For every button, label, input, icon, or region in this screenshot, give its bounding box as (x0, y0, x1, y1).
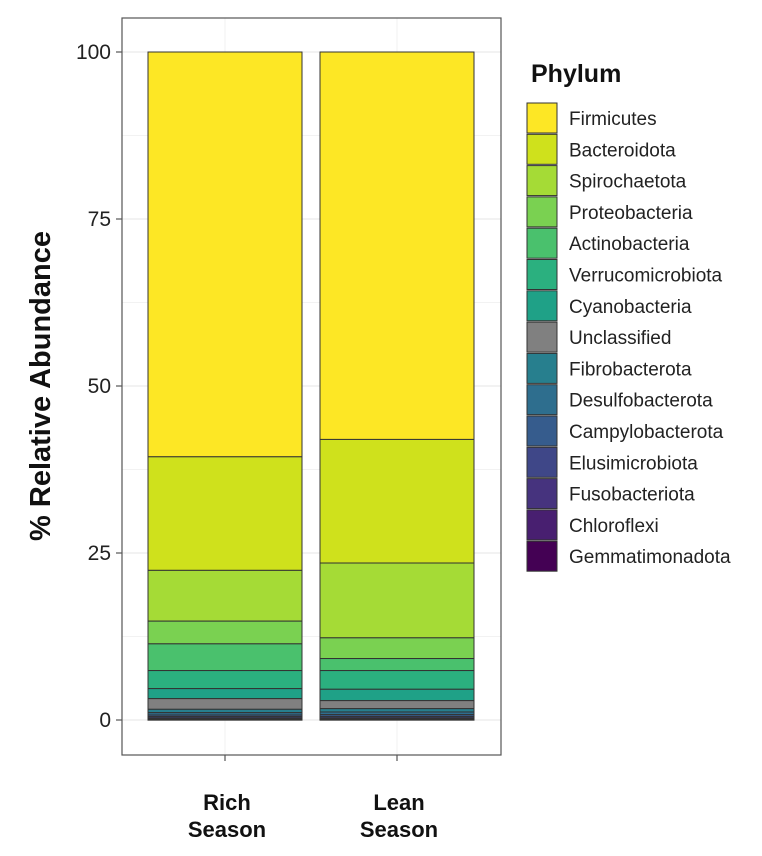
y-tick-label: 0 (99, 709, 111, 732)
legend-key-cyanobacteria (526, 290, 558, 322)
legend-key-firmicutes (526, 102, 558, 134)
legend-label-desulfobacterota: Desulfobacterota (569, 391, 713, 412)
y-tick-label: 50 (88, 375, 111, 398)
bar-segment-rich-gemmatimonadota (147, 719, 303, 721)
bar-segment-lean-cyanobacteria (319, 688, 475, 702)
x-category-label-lean: Season (360, 817, 438, 842)
bar-segment-lean-bacteroidota (319, 438, 475, 564)
legend-key-desulfobacterota (526, 384, 558, 416)
bar-segment-rich-cyanobacteria (147, 688, 303, 700)
legend-key-proteobacteria (526, 196, 558, 228)
legend-key-campylobacterota (526, 415, 558, 447)
bar-segment-lean-actinobacteria (319, 658, 475, 672)
legend-key-fusobacteriota (526, 478, 558, 510)
axis-layer: 0 25 50 75 100 (76, 41, 398, 761)
bar-segment-lean-verrucomicrobiota (319, 670, 475, 690)
x-category-label-rich: Season (188, 817, 266, 842)
y-axis-title: % Relative Abundance (25, 231, 57, 541)
x-category-label-rich: Rich (203, 790, 251, 815)
bar-segment-rich-spirochaetota (147, 569, 303, 622)
legend-label-verrucomicrobiota: Verrucomicrobiota (569, 266, 723, 287)
y-tick-label: 100 (76, 41, 111, 64)
bar-segment-rich-firmicutes (147, 51, 303, 458)
legend-key-gemmatimonadota (526, 540, 558, 572)
legend-key-fibrobacterota (526, 352, 558, 384)
bar-segment-lean-gemmatimonadota (319, 719, 475, 721)
legend-key-chloroflexi (526, 509, 558, 541)
legend-label-fibrobacterota: Fibrobacterota (569, 359, 692, 380)
legend-title: Phylum (531, 60, 621, 88)
x-category-label-lean: Lean (373, 790, 424, 815)
legend-label-spirochaetota: Spirochaetota (569, 172, 687, 193)
bar-segment-lean-firmicutes (319, 51, 475, 440)
legend-label-bacteroidota: Bacteroidota (569, 140, 676, 161)
legend-label-unclassified: Unclassified (569, 328, 671, 349)
legend-key-elusimicrobiota (526, 446, 558, 478)
legend-label-actinobacteria: Actinobacteria (569, 234, 690, 255)
legend-key-spirochaetota (526, 165, 558, 197)
legend-key-bacteroidota (526, 133, 558, 165)
legend-label-gemmatimonadota: Gemmatimonadota (569, 547, 731, 568)
bar-segment-rich-proteobacteria (147, 620, 303, 645)
bars-layer (147, 51, 475, 721)
legend-label-campylobacterota: Campylobacterota (569, 422, 724, 443)
legend-key-unclassified (526, 321, 558, 353)
bar-segment-rich-fibrobacterota (147, 708, 303, 714)
legend-label-chloroflexi: Chloroflexi (569, 516, 659, 537)
legend: Firmicutes Bacteroidota Spirochaetota Prote… (526, 102, 731, 572)
bar-segment-rich-bacteroidota (147, 456, 303, 571)
bar-segment-lean-spirochaetota (319, 562, 475, 639)
legend-label-proteobacteria: Proteobacteria (569, 203, 693, 224)
legend-label-cyanobacteria: Cyanobacteria (569, 297, 692, 318)
bar-segment-lean-fibrobacterota (319, 708, 475, 713)
legend-label-fusobacteriota: Fusobacteriota (569, 485, 695, 506)
y-tick-label: 75 (88, 208, 111, 231)
legend-key-actinobacteria (526, 227, 558, 259)
bar-segment-rich-actinobacteria (147, 643, 303, 672)
bar-segment-lean-unclassified (319, 700, 475, 710)
legend-label-elusimicrobiota: Elusimicrobiota (569, 453, 698, 474)
bar-segment-rich-unclassified (147, 698, 303, 710)
bar-segment-lean-proteobacteria (319, 637, 475, 660)
legend-label-firmicutes: Firmicutes (569, 109, 657, 130)
legend-key-verrucomicrobiota (526, 259, 558, 290)
bar-segment-rich-verrucomicrobiota (147, 670, 303, 690)
y-tick-label: 25 (88, 542, 111, 565)
